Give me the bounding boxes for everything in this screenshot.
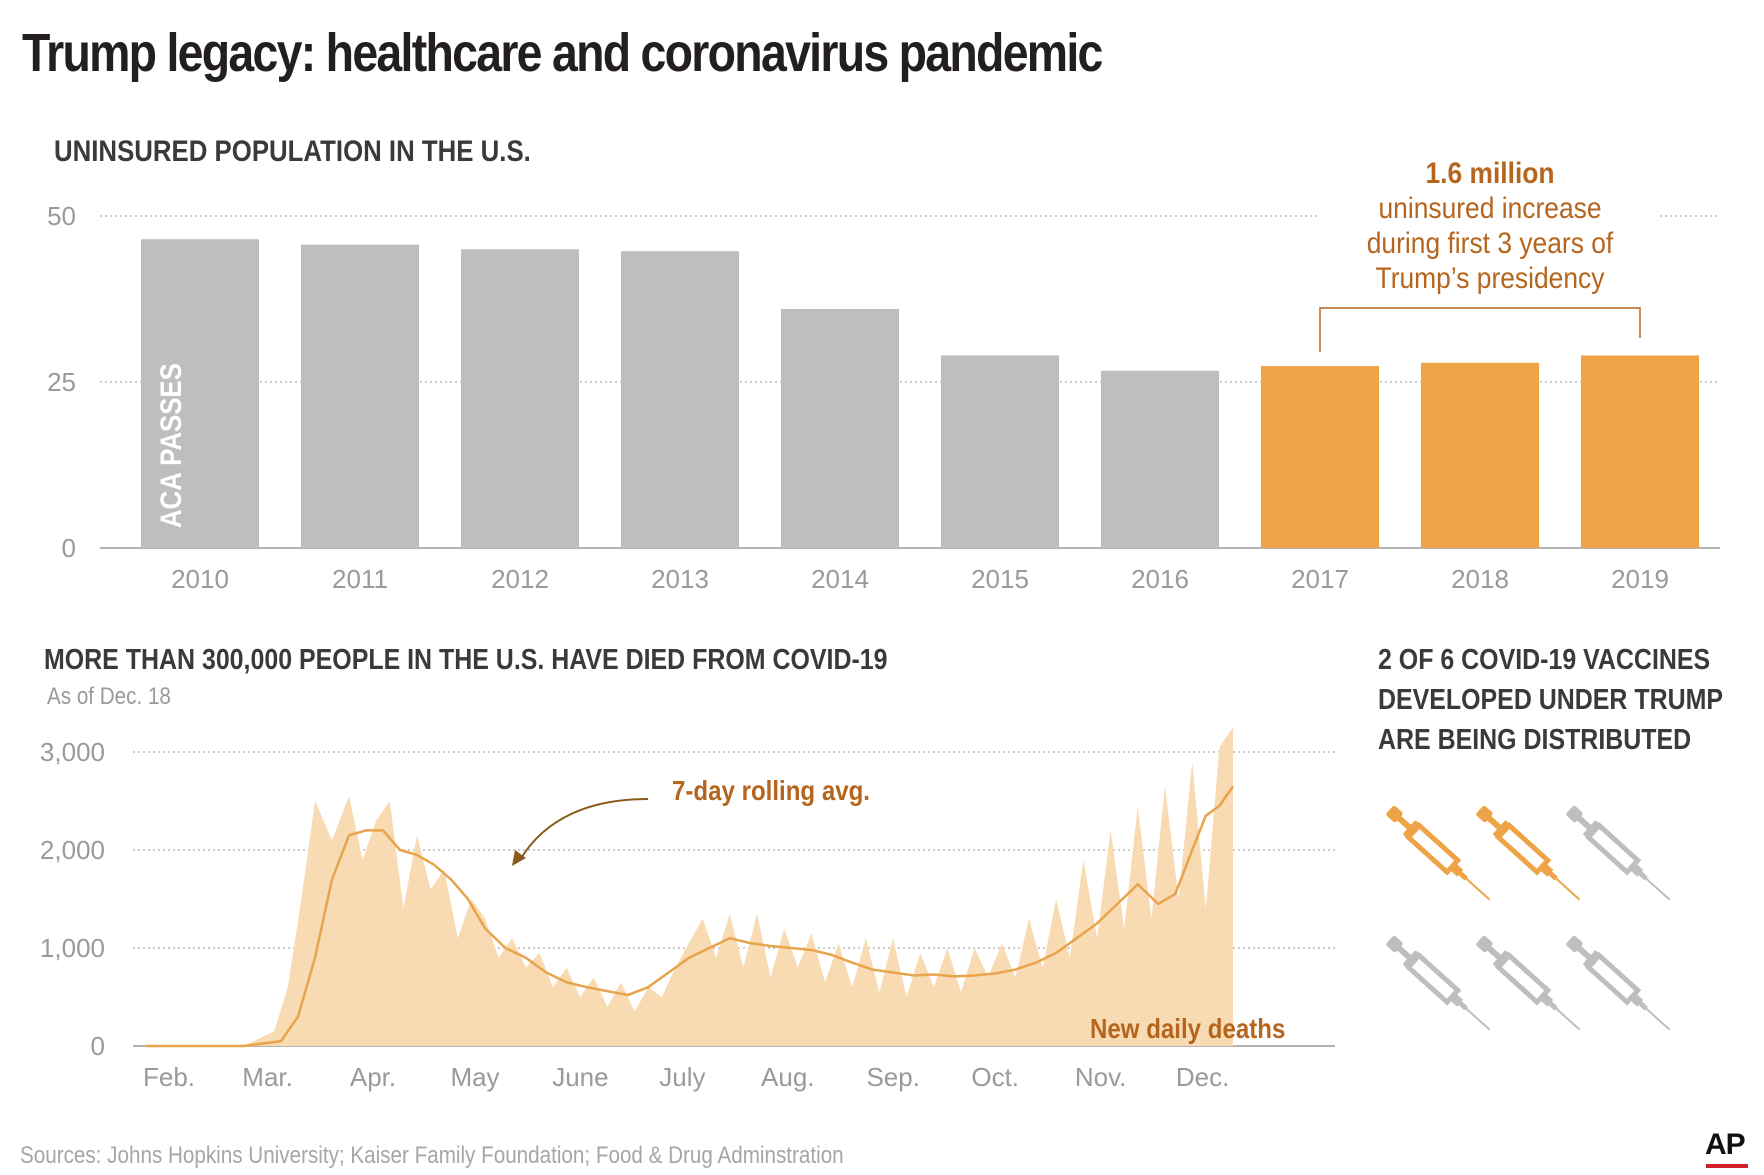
month-label: Aug. bbox=[761, 1062, 815, 1092]
bar-2015 bbox=[941, 355, 1059, 548]
syringe-icon bbox=[1474, 933, 1586, 1036]
covid-ytick-label: 0 bbox=[91, 1031, 105, 1061]
syringe-icon bbox=[1564, 933, 1676, 1036]
sources-credit: Sources: Johns Hopkins University; Kaise… bbox=[20, 1142, 844, 1169]
month-label: May bbox=[450, 1062, 499, 1092]
rolling-avg-line bbox=[145, 785, 1235, 1048]
uninsured-bar-chart: 0 25 50 2010 2011 2012 2013 2014 2015 2016 2017 20… bbox=[47, 200, 1720, 594]
month-label: Feb. bbox=[143, 1062, 195, 1092]
bar-2017 bbox=[1261, 366, 1379, 548]
annotation-line-1: uninsured increase bbox=[1378, 192, 1602, 225]
bar-2013 bbox=[621, 251, 739, 548]
bar-xtick-label: 2018 bbox=[1451, 564, 1509, 594]
bar-2018 bbox=[1421, 362, 1539, 548]
annotation-line-2: during first 3 years of bbox=[1366, 227, 1614, 260]
vaccine-icons bbox=[1370, 780, 1710, 1070]
vaccines-heading-line-2: DEVELOPED UNDER TRUMP bbox=[1378, 684, 1724, 716]
bar-xtick-label: 2011 bbox=[332, 564, 388, 594]
annotation-backing bbox=[1320, 200, 1660, 220]
bar-xtick-label: 2014 bbox=[811, 564, 869, 594]
vaccines-heading: 2 OF 6 COVID-19 VACCINES DEVELOPED UNDER… bbox=[1378, 640, 1723, 760]
annotation-line-3: Trump’s presidency bbox=[1375, 262, 1605, 295]
covid-chart-title: MORE THAN 300,000 PEOPLE IN THE U.S. HAV… bbox=[44, 644, 888, 676]
bar-ytick-label: 50 bbox=[47, 201, 76, 231]
bar-2019 bbox=[1581, 355, 1699, 548]
page-title: Trump legacy: healthcare and coronavirus… bbox=[22, 23, 1103, 83]
avg-annotation-arrowhead bbox=[512, 850, 526, 866]
bar-2012 bbox=[461, 249, 579, 548]
bar-ytick-label: 25 bbox=[47, 367, 76, 397]
month-label: July bbox=[659, 1062, 705, 1092]
bar-xtick-label: 2015 bbox=[971, 564, 1029, 594]
bar-xtick-label: 2012 bbox=[491, 564, 549, 594]
vaccines-heading-line-1: 2 OF 6 COVID-19 VACCINES bbox=[1378, 644, 1711, 676]
bar-2014 bbox=[781, 308, 899, 548]
syringe-icon bbox=[1384, 933, 1496, 1036]
covid-ytick-label: 2,000 bbox=[40, 835, 105, 865]
bar-xtick-label: 2017 bbox=[1291, 564, 1349, 594]
month-label: Apr. bbox=[350, 1062, 396, 1092]
annotation-strong: 1.6 million bbox=[1425, 157, 1555, 190]
syringe-icon bbox=[1564, 803, 1676, 906]
daily-deaths-label: New daily deaths bbox=[1090, 1012, 1285, 1044]
avg-annotation-arrow bbox=[519, 798, 649, 861]
ap-logo-bar bbox=[1706, 1164, 1748, 1168]
vaccines-heading-line-3: ARE BEING DISTRIBUTED bbox=[1378, 724, 1692, 756]
uninsured-chart-title: UNINSURED POPULATION IN THE U.S. bbox=[54, 135, 531, 168]
aca-passes-label: ACA PASSES bbox=[154, 363, 187, 528]
increase-bracket bbox=[1319, 307, 1641, 352]
month-label: Dec. bbox=[1176, 1062, 1229, 1092]
bar-xtick-label: 2016 bbox=[1131, 564, 1189, 594]
bar-xtick-label: 2013 bbox=[651, 564, 709, 594]
avg-label: 7-day rolling avg. bbox=[672, 774, 870, 806]
covid-ytick-label: 1,000 bbox=[40, 933, 105, 963]
month-label: Oct. bbox=[971, 1062, 1019, 1092]
covid-ytick-label: 3,000 bbox=[40, 737, 105, 767]
bar-2010 bbox=[141, 239, 259, 549]
bar-xtick-label: 2010 bbox=[171, 564, 229, 594]
bar-xtick-label: 2019 bbox=[1611, 564, 1669, 594]
bar-2016 bbox=[1101, 370, 1219, 548]
bar-2011 bbox=[301, 244, 419, 548]
month-label: Mar. bbox=[242, 1062, 293, 1092]
month-label: Sep. bbox=[866, 1062, 920, 1092]
month-label: Nov. bbox=[1075, 1062, 1127, 1092]
syringe-icon bbox=[1474, 803, 1586, 906]
bar-ytick-label: 0 bbox=[62, 533, 76, 563]
ap-logo: AP bbox=[1705, 1128, 1746, 1161]
covid-chart-subtitle: As of Dec. 18 bbox=[47, 683, 171, 710]
daily-deaths-area bbox=[145, 727, 1233, 1046]
month-label: June bbox=[552, 1062, 608, 1092]
uninsured-increase-annotation: 1.6 million uninsured increase during fi… bbox=[1320, 156, 1660, 296]
syringe-icon bbox=[1384, 803, 1496, 906]
